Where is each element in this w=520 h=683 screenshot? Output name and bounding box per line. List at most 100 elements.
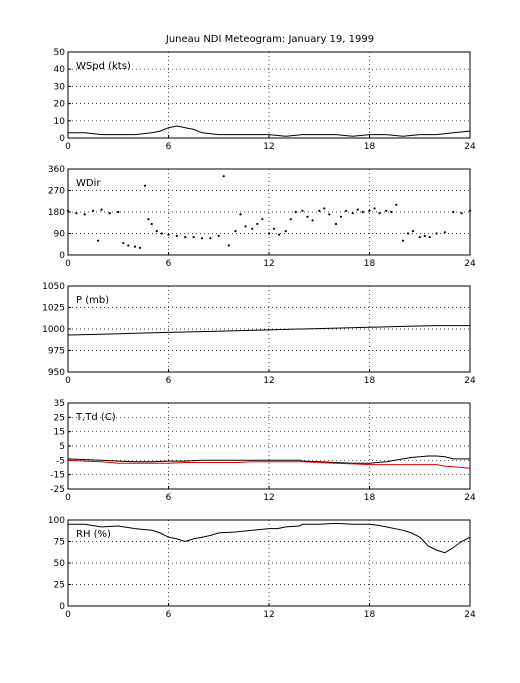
x-tick-label: 12 [263,376,274,386]
data-point [356,208,359,211]
y-tick-label: 40 [54,65,66,75]
plot-frame [67,51,471,139]
x-tick-label: 0 [65,259,71,269]
data-point [184,235,187,239]
data-point [175,234,178,237]
y-tick-label: 360 [48,165,65,175]
data-point [344,209,348,212]
data-point [267,232,271,235]
data-point [100,208,103,211]
panel-4: 0 6 12 18 24 0 25 50 75 100 RH (%) [48,516,476,620]
data-point [222,175,225,178]
data-point [395,203,398,206]
y-tick-label: 35 [54,399,65,409]
data-point [256,222,259,226]
data-point [435,232,438,235]
data-point [284,230,287,233]
x-tick-label: 24 [464,493,476,503]
y-tick-label: 25 [54,413,65,423]
y-tick-label: 1025 [42,304,65,314]
series-line-0 [67,325,470,336]
x-tick-label: 12 [263,259,274,269]
data-point [239,213,242,216]
data-point [334,222,338,226]
data-point [92,209,95,212]
x-tick-label: 6 [166,610,172,620]
data-point [227,244,230,247]
data-point [83,213,86,216]
y-tick-label: 0 [59,134,65,144]
data-point [97,239,100,242]
data-point [217,234,220,237]
x-tick-label: 0 [65,142,71,152]
data-point [306,215,309,218]
data-point [294,210,297,214]
series-line-0 [68,522,471,554]
x-tick-label: 0 [65,610,71,620]
x-tick-label: 18 [364,376,376,386]
panel-label: WDir [76,178,101,189]
data-point [460,212,463,215]
data-point [251,227,254,230]
x-tick-label: 24 [464,259,476,269]
x-tick-label: 6 [166,142,172,152]
data-point [289,218,292,221]
data-point [155,230,158,233]
series-line-0 [67,455,470,464]
data-point [401,239,405,242]
panel-1: 0 6 12 18 24 0 90 180 270 360 WDir [48,165,476,269]
data-point [428,235,431,239]
data-point [418,235,421,239]
y-tick-label: 50 [54,48,66,58]
data-point [351,212,354,215]
y-tick-label: 0 [59,602,65,612]
data-point [373,207,376,210]
y-tick-label: 30 [54,82,66,92]
series-line-0 [68,125,471,137]
x-tick-label: 6 [166,376,172,386]
panel-0: 0 6 12 18 24 0 10 20 30 40 50 WSpd (kts) [54,48,476,152]
y-tick-label: 1000 [42,325,65,335]
y-tick-label: 15 [54,428,65,438]
x-tick-label: 6 [166,493,172,503]
x-tick-label: 18 [364,259,376,269]
data-point [468,209,472,212]
y-tick-label: 975 [48,347,65,357]
x-tick-label: 18 [364,142,376,152]
data-point [66,209,70,212]
panel-label: WSpd (kts) [76,61,131,72]
data-point [385,209,388,212]
data-point [311,219,314,222]
data-point [361,210,364,214]
data-point [147,218,150,221]
x-tick-label: 6 [166,259,172,269]
panel-label: T,Td (C) [75,412,116,423]
x-tick-label: 12 [263,610,274,620]
y-tick-label: -25 [50,485,65,495]
data-point [301,209,304,212]
x-tick-label: 12 [263,142,274,152]
y-tick-label: 5 [59,442,65,452]
data-point [339,215,343,218]
data-point [200,237,204,240]
data-point [411,230,415,233]
x-tick-label: 18 [364,610,376,620]
panel-2: 0 6 12 18 24 950 975 1000 1025 1050 P (mb) [42,282,476,386]
data-point [318,209,321,212]
y-tick-label: 950 [48,368,65,378]
x-tick-label: 24 [464,610,476,620]
data-point [133,245,137,248]
data-point [277,233,281,236]
panel-label: RH (%) [76,529,111,540]
y-tick-label: -5 [56,456,65,466]
y-tick-label: 50 [54,559,66,569]
y-tick-label: 20 [54,100,66,110]
data-point [423,234,426,237]
y-tick-label: 100 [48,516,65,526]
data-point [108,212,111,215]
data-point [143,184,147,187]
data-point [138,246,142,249]
y-tick-label: 75 [54,538,65,548]
data-point [328,213,331,216]
